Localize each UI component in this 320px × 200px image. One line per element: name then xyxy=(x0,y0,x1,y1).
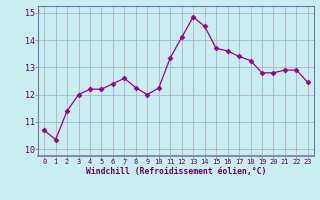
X-axis label: Windchill (Refroidissement éolien,°C): Windchill (Refroidissement éolien,°C) xyxy=(86,167,266,176)
